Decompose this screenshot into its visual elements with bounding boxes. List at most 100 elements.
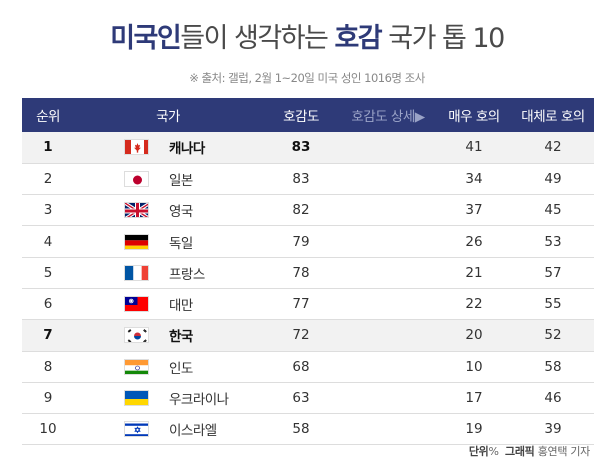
table-row: 6 대만 77 22 55 — [22, 288, 594, 320]
taiwan-flag-icon — [124, 296, 149, 313]
country-name: 일본 — [169, 172, 193, 189]
source-note: ※ 출처: 갤럽, 2월 1~20일 미국 성인 1016명 조사 — [189, 71, 425, 85]
unit-label: 단위 — [468, 445, 489, 458]
header-detail: 호감도 상세▶ — [351, 109, 425, 125]
title-part3: 호감 — [334, 23, 382, 54]
rank-cell: 5 — [43, 264, 53, 281]
header-country: 국가 — [156, 109, 180, 125]
rank-cell: 1 — [43, 139, 53, 156]
rank-cell: 8 — [43, 358, 53, 375]
israel-flag-icon — [124, 421, 149, 438]
country-name: 캐나다 — [169, 141, 205, 158]
country-name: 인도 — [169, 360, 193, 377]
title-part2: 들이 생각하는 — [180, 23, 335, 54]
page-title: 미국인들이 생각하는 호감 국가 톱 10 — [0, 16, 614, 55]
favorable-cell: 82 — [292, 202, 310, 219]
favorable-cell: 83 — [291, 139, 311, 156]
country-cell: 한국 — [74, 320, 262, 351]
mostly-favorable-cell: 55 — [544, 296, 562, 313]
detail-spacer-cell — [340, 132, 436, 163]
rank-cell: 4 — [43, 233, 53, 250]
detail-spacer-cell — [340, 351, 436, 382]
mostly-favorable-cell: 58 — [544, 358, 562, 375]
country-name: 독일 — [169, 235, 193, 252]
favorable-cell: 83 — [292, 170, 310, 187]
detail-spacer-cell — [340, 257, 436, 288]
mostly-favorable-cell: 42 — [544, 139, 562, 156]
country-cell: 우크라이나 — [74, 382, 262, 413]
country-cell: 이스라엘 — [74, 414, 262, 445]
table-row: 8 인도 68 10 58 — [22, 351, 594, 383]
table-row: 4 독일 79 26 53 — [22, 226, 594, 258]
country-cell: 캐나다 — [74, 132, 262, 163]
very-favorable-cell: 17 — [465, 390, 483, 407]
country-cell: 프랑스 — [74, 257, 262, 288]
canada-flag-icon — [124, 139, 149, 156]
country-cell: 일본 — [74, 163, 262, 194]
rank-cell: 6 — [43, 296, 53, 313]
country-cell: 영국 — [74, 195, 262, 226]
mostly-favorable-cell: 52 — [544, 327, 562, 344]
india-flag-icon — [124, 358, 149, 375]
table-row: 7 한국 72 20 52 — [22, 319, 594, 352]
header-mostly-favorable: 대체로 호의 — [521, 109, 585, 125]
very-favorable-cell: 10 — [465, 358, 483, 375]
country-name: 우크라이나 — [169, 392, 229, 409]
favorable-cell: 79 — [292, 233, 310, 250]
country-name: 대만 — [169, 298, 193, 315]
very-favorable-cell: 19 — [465, 421, 483, 438]
detail-spacer-cell — [340, 163, 436, 194]
very-favorable-cell: 41 — [465, 139, 483, 156]
mostly-favorable-cell: 57 — [544, 264, 562, 281]
header-favorable: 호감도 — [283, 109, 319, 125]
mostly-favorable-cell: 49 — [544, 170, 562, 187]
rank-cell: 2 — [43, 170, 53, 187]
detail-spacer-cell — [340, 414, 436, 445]
favorable-cell: 63 — [292, 390, 310, 407]
mostly-favorable-cell: 53 — [544, 233, 562, 250]
rank-cell: 7 — [43, 327, 53, 344]
detail-spacer-cell — [340, 195, 436, 226]
very-favorable-cell: 21 — [465, 264, 483, 281]
table-row: 10 이스라엘 58 19 39 — [22, 414, 594, 445]
korea-flag-icon — [124, 327, 149, 344]
detail-spacer-cell — [340, 382, 436, 413]
favorable-cell: 58 — [292, 421, 310, 438]
very-favorable-cell: 22 — [465, 296, 483, 313]
favorable-cell: 78 — [292, 264, 310, 281]
table-row: 5 프랑스 78 21 57 — [22, 257, 594, 289]
unit-value: % — [488, 445, 499, 458]
country-name: 이스라엘 — [169, 423, 217, 440]
ranking-table: 순위 국가 호감도 호감도 상세▶ 매우 호의 대체로 호의 1 캐나다 83 41 4… — [22, 98, 594, 445]
favorable-cell: 72 — [292, 327, 310, 344]
title-part4: 국가 톱 10 — [381, 23, 505, 54]
mostly-favorable-cell: 46 — [544, 390, 562, 407]
ukraine-flag-icon — [124, 390, 149, 407]
favorable-cell: 77 — [292, 296, 310, 313]
very-favorable-cell: 34 — [465, 170, 483, 187]
france-flag-icon — [124, 264, 149, 281]
header-very-favorable: 매우 호의 — [448, 109, 500, 125]
table-row: 1 캐나다 83 41 42 — [22, 132, 594, 164]
table-header-row: 순위 국가 호감도 호감도 상세▶ 매우 호의 대체로 호의 — [22, 98, 594, 132]
country-name: 한국 — [169, 329, 193, 346]
country-cell: 독일 — [74, 226, 262, 257]
rank-cell: 3 — [43, 202, 53, 219]
germany-flag-icon — [124, 233, 149, 250]
table-row: 2 일본 83 34 49 — [22, 163, 594, 195]
graphic-credit: 홍연택 기자 — [537, 445, 591, 458]
detail-spacer-cell — [340, 288, 436, 319]
uk-flag-icon — [124, 202, 149, 219]
very-favorable-cell: 37 — [465, 202, 483, 219]
title-part1: 미국인 — [110, 23, 182, 54]
country-cell: 인도 — [74, 351, 262, 382]
favorable-cell: 68 — [292, 358, 310, 375]
mostly-favorable-cell: 45 — [544, 202, 562, 219]
graphic-label: 그래픽 — [505, 445, 535, 458]
japan-flag-icon — [124, 170, 149, 187]
very-favorable-cell: 26 — [465, 233, 483, 250]
rank-cell: 9 — [43, 390, 53, 407]
country-name: 프랑스 — [169, 266, 205, 283]
detail-spacer-cell — [340, 320, 436, 351]
country-cell: 대만 — [74, 288, 262, 319]
